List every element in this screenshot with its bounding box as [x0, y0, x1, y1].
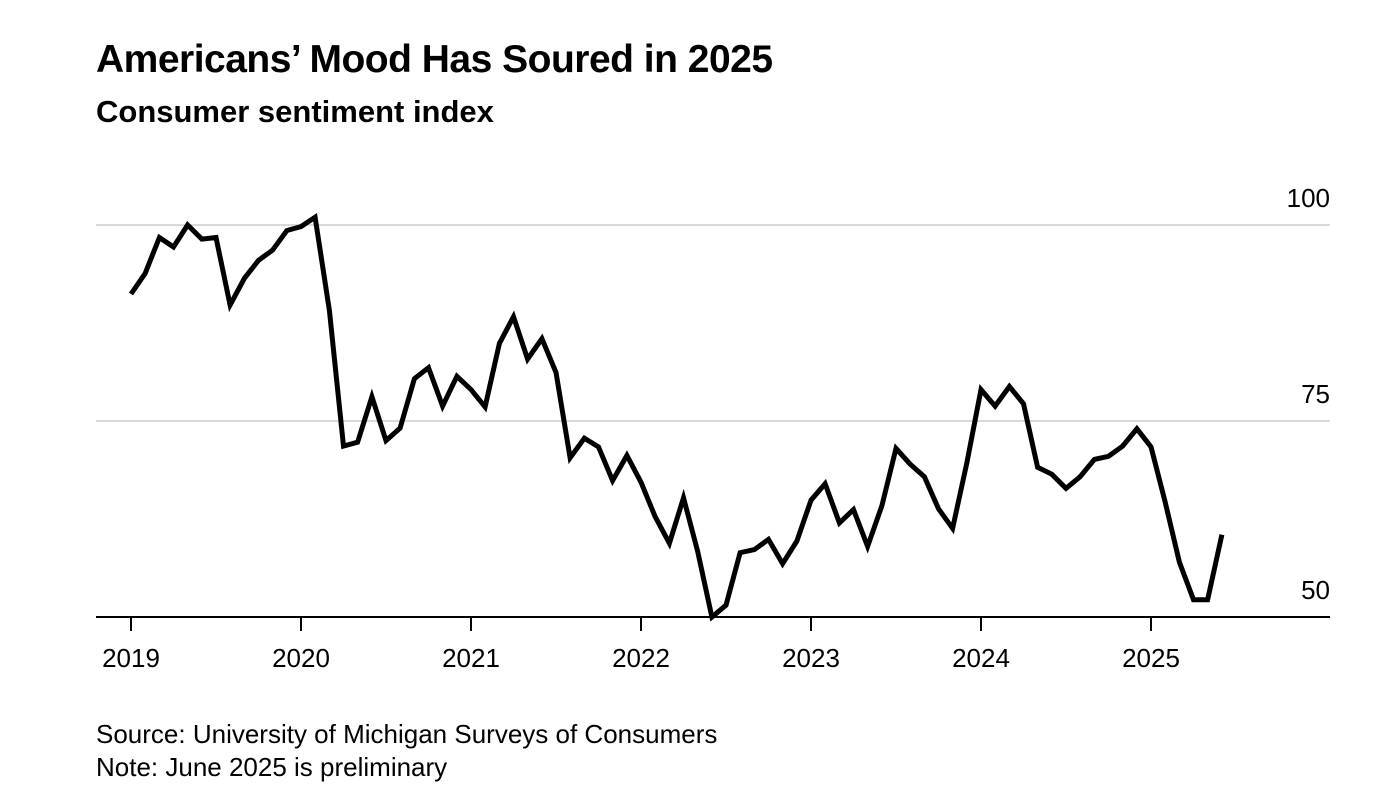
y-axis-tick-labels: 100 75 50 [1287, 183, 1330, 605]
x-tick-label-2021: 2021 [442, 643, 500, 673]
x-axis: 2019 2020 2021 2022 2023 2024 2025 [96, 616, 1330, 673]
x-tick-label-2019: 2019 [102, 643, 160, 673]
x-tick-label-2025: 2025 [1122, 643, 1180, 673]
y-tick-label-50: 50 [1301, 575, 1330, 605]
source-note: Source: University of Michigan Surveys o… [96, 719, 718, 749]
chart-subtitle: Consumer sentiment index [96, 94, 494, 129]
x-tick-label-2024: 2024 [952, 643, 1010, 673]
series-line-0 [128, 212, 1225, 622]
y-tick-label-100: 100 [1287, 183, 1330, 213]
y-tick-label-75: 75 [1301, 379, 1330, 409]
chart-footer: Source: University of Michigan Surveys o… [96, 718, 717, 784]
preliminary-note: Note: June 2025 is preliminary [96, 752, 448, 782]
series-layer [128, 212, 1225, 622]
chart-title: Americans’ Mood Has Soured in 2025 [96, 38, 773, 81]
x-tick-label-2020: 2020 [272, 643, 330, 673]
gridlines [96, 224, 1330, 422]
x-tick-label-2023: 2023 [782, 643, 840, 673]
x-tick-label-2022: 2022 [612, 643, 670, 673]
